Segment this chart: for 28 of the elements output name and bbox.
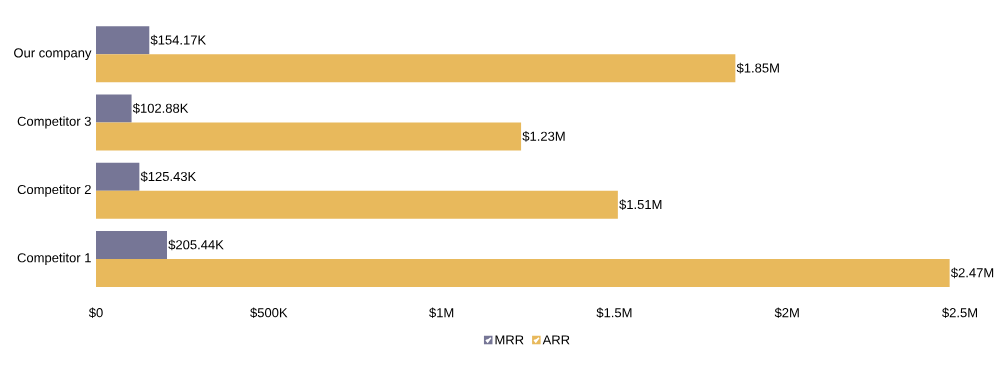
bar [96,230,167,259]
x-tick-label: $2.5M [942,307,978,319]
data-label: $102.88K [132,103,189,114]
data-label: $1.51M [619,199,662,210]
y-tick-label: Competitor 2 [17,184,91,197]
legend-label: MRR [495,335,524,345]
x-tick-label: $2M [774,307,799,319]
bar [96,26,150,55]
y-tick-label: Competitor 3 [17,116,91,129]
data-label: $154.17K [150,34,206,46]
data-label: $2.47M [950,267,994,279]
bar [96,258,950,287]
x-tick-label: $1M [429,307,454,319]
bar [96,190,618,219]
data-label: $125.43K [140,171,197,182]
data-label: $205.44K [168,239,224,251]
bar [96,122,522,151]
bar [96,54,736,83]
x-tick-label: $1.5M [596,307,632,319]
y-tick-label: Competitor 1 [17,252,91,265]
x-tick-label: $0 [88,307,103,319]
bar [96,162,140,191]
x-tick-label: $500K [250,307,288,319]
data-label: $1.85M [736,62,779,74]
y-tick-label: Our company [14,48,92,61]
legend-label: ARR [542,335,570,345]
bar [96,94,132,123]
data-label: $1.23M [522,131,565,142]
